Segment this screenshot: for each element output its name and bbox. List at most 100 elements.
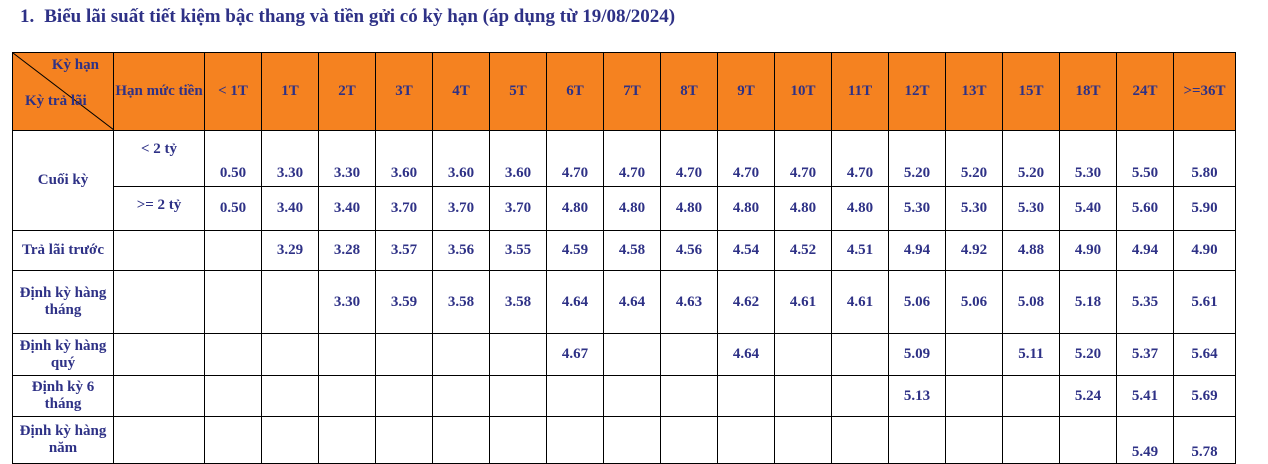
rate-cell: 3.59	[375, 270, 433, 334]
rate-cell	[774, 333, 832, 376]
rate-cell: 3.30	[318, 130, 376, 187]
rate-cell: 5.09	[888, 333, 946, 376]
rate-cell	[489, 416, 547, 464]
rate-cell: 5.20	[1002, 130, 1060, 187]
table-row-cuoi-ky-under-2b: Cuối kỳ < 2 tỷ 0.50 3.30 3.30 3.60 3.60 …	[12, 130, 1236, 231]
rate-cell	[204, 375, 262, 417]
rate-cell: 4.59	[546, 230, 604, 271]
rate-cell: 5.11	[1002, 333, 1060, 376]
rate-cell: 5.35	[1116, 270, 1174, 334]
table-row-dinh-ky-6-thang: Định kỳ 6 tháng 5.13 5.24 5.41 5.69	[12, 375, 1236, 417]
rate-cell: 3.30	[318, 270, 376, 334]
term-header: 24T	[1116, 52, 1174, 131]
page-title: 1. Biểu lãi suất tiết kiệm bậc thang và t…	[20, 6, 675, 28]
rate-cell	[318, 333, 376, 376]
table-row-dinh-ky-hang-thang: Định kỳ hàng tháng 3.30 3.59 3.58 3.58 4…	[12, 270, 1236, 334]
rate-cell	[261, 416, 319, 464]
interest-rate-table: Kỳ hạn Kỳ trả lãi Hạn mức tiền < 1T 1T 2…	[12, 52, 1236, 464]
rate-cell	[888, 416, 946, 464]
rate-cell: 5.41	[1116, 375, 1174, 417]
rate-cell: 3.58	[432, 270, 490, 334]
rate-cell: 4.80	[603, 186, 661, 231]
rate-cell: 5.20	[945, 130, 1003, 187]
rate-cell: 5.24	[1059, 375, 1117, 417]
rate-cell: 5.49	[1116, 416, 1174, 464]
rate-cell: 4.94	[888, 230, 946, 271]
row-label-cuoi-ky: Cuối kỳ	[12, 130, 114, 231]
term-header: 15T	[1002, 52, 1060, 131]
rate-cell: 4.94	[1116, 230, 1174, 271]
rate-cell	[603, 333, 661, 376]
rate-cell: 4.92	[945, 230, 1003, 271]
rate-cell	[774, 416, 832, 464]
term-header: >=36T	[1173, 52, 1236, 131]
rate-cell	[831, 416, 889, 464]
term-header: < 1T	[204, 52, 262, 131]
rate-cell: 4.80	[774, 186, 832, 231]
rate-cell: 5.90	[1173, 186, 1236, 231]
rate-cell	[717, 416, 775, 464]
rate-cell	[204, 416, 262, 464]
rate-cell: 3.40	[261, 186, 319, 231]
row-label-dinh-ky-6-thang: Định kỳ 6 tháng	[12, 375, 114, 417]
rate-cell: 5.80	[1173, 130, 1236, 187]
rate-cell: 3.60	[489, 130, 547, 187]
rate-cell	[204, 230, 262, 271]
rate-cell	[945, 375, 1003, 417]
rate-cell: 4.70	[831, 130, 889, 187]
rate-cell: 4.67	[546, 333, 604, 376]
row-label-tra-lai-truoc: Trả lãi trước	[12, 230, 114, 271]
rate-cell	[1002, 375, 1060, 417]
rate-cell: 3.57	[375, 230, 433, 271]
rate-cell: 5.30	[945, 186, 1003, 231]
term-header: 11T	[831, 52, 889, 131]
rate-cell: 4.54	[717, 230, 775, 271]
rate-cell: 5.30	[1002, 186, 1060, 231]
rate-cell: 5.69	[1173, 375, 1236, 417]
rate-cell: 4.90	[1059, 230, 1117, 271]
rate-cell	[489, 375, 547, 417]
rate-cell	[432, 333, 490, 376]
rate-cell	[945, 416, 1003, 464]
rate-cell: 3.70	[489, 186, 547, 231]
table-row-cuoi-ky-over-2b: >= 2 tỷ 0.50 3.40 3.40 3.70 3.70 3.70 4.…	[13, 186, 1236, 231]
rate-cell: 3.60	[375, 130, 433, 187]
term-header: 2T	[318, 52, 376, 131]
rate-cell	[660, 416, 718, 464]
rate-cell: 4.51	[831, 230, 889, 271]
row-label-dinh-ky-hang-thang: Định kỳ hàng tháng	[12, 270, 114, 334]
term-header: 8T	[660, 52, 718, 131]
rate-cell: 4.70	[660, 130, 718, 187]
rate-cell: 4.90	[1173, 230, 1236, 271]
term-header: 4T	[432, 52, 490, 131]
rate-cell: 5.61	[1173, 270, 1236, 334]
rate-cell	[318, 375, 376, 417]
amount-cell-empty	[113, 270, 205, 334]
rate-cell: 3.56	[432, 230, 490, 271]
term-header: 9T	[717, 52, 775, 131]
rate-cell: 4.61	[831, 270, 889, 334]
rate-cell	[603, 375, 661, 417]
amount-cell-empty	[113, 230, 205, 271]
rate-cell: 4.58	[603, 230, 661, 271]
table-row-tra-lai-truoc: Trả lãi trước 3.29 3.28 3.57 3.56 3.55 4…	[12, 230, 1236, 271]
rate-cell: 4.64	[717, 333, 775, 376]
rate-cell: 4.70	[717, 130, 775, 187]
rate-cell: 3.60	[432, 130, 490, 187]
corner-term-label: Kỳ hạn	[51, 57, 99, 73]
rate-cell: 3.70	[432, 186, 490, 231]
rate-cell: 4.64	[603, 270, 661, 334]
title-number: 1.	[20, 6, 35, 27]
corner-payment-label: Kỳ trả lãi	[25, 93, 87, 109]
rate-cell: 4.88	[1002, 230, 1060, 271]
rate-cell	[660, 333, 718, 376]
rate-cell: 4.63	[660, 270, 718, 334]
term-header: 1T	[261, 52, 319, 131]
rate-cell: 5.60	[1116, 186, 1174, 231]
amount-cell-empty	[113, 375, 205, 417]
rate-cell: 5.08	[1002, 270, 1060, 334]
rate-cell: 4.80	[831, 186, 889, 231]
rate-cell: 4.64	[546, 270, 604, 334]
rate-cell: 0.50	[204, 186, 262, 231]
rate-cell	[603, 416, 661, 464]
